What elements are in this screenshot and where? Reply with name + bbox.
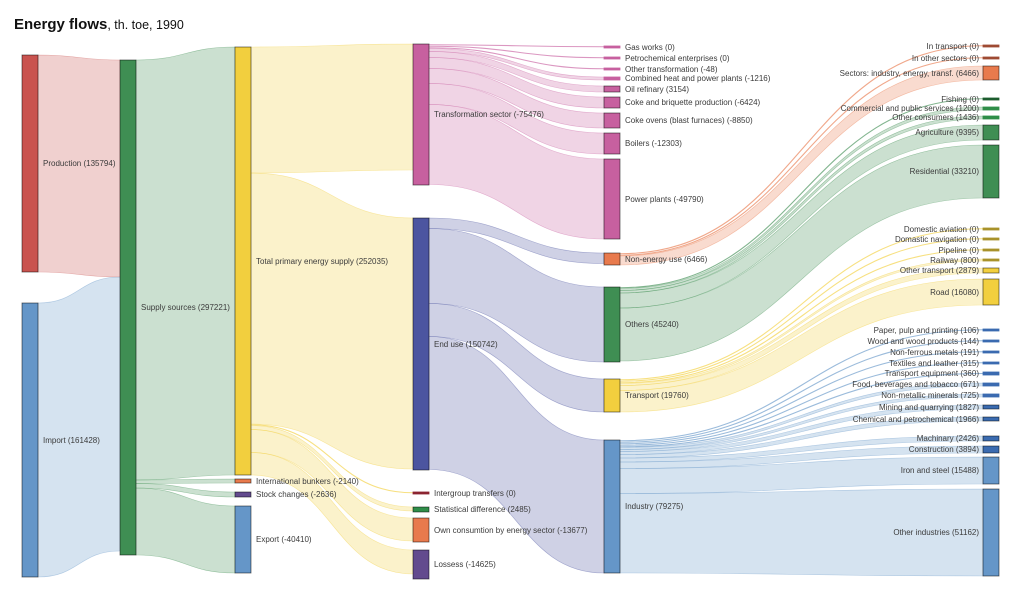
page-title: Energy flows, th. toe, 1990: [14, 16, 184, 34]
node-boilers: [603, 132, 621, 155]
node-othertransport: [982, 267, 1000, 274]
node-residential: [982, 144, 1000, 199]
flow-tpes-to-lossess: [250, 452, 414, 575]
flow-industry-to-wood: [619, 340, 984, 443]
flow-tpes-to-enduse: [250, 172, 414, 470]
flow-supply-to-tpes: [135, 46, 236, 481]
node-nonmetallic: [982, 393, 1000, 398]
flow-transport-to-pipeline: [619, 249, 984, 384]
flow-transformation-to-gasworks: [428, 44, 605, 48]
flow-tpes-to-intergroup: [250, 424, 414, 494]
node-supply: [119, 59, 137, 556]
node-wood: [982, 339, 1000, 343]
flow-transformation-to-petrochem: [428, 45, 605, 59]
node-textiles: [982, 361, 1000, 365]
node-fishing: [982, 97, 1000, 101]
node-statdiff: [412, 506, 430, 513]
node-paper: [982, 328, 1000, 332]
node-inothersectors: [982, 56, 1000, 60]
node-oilref: [603, 85, 621, 93]
node-export: [234, 505, 252, 574]
node-otherindustries: [982, 488, 1000, 577]
node-transporteq: [982, 371, 1000, 376]
node-import: [21, 302, 39, 578]
flow-others-to-fishing: [619, 98, 984, 289]
node-others: [603, 286, 621, 363]
node-intransport: [982, 44, 1000, 48]
flow-industry-to-paper: [619, 329, 984, 442]
flow-industry-to-nonferrous: [619, 351, 984, 445]
node-food: [982, 382, 1000, 387]
node-agriculture: [982, 124, 1000, 141]
node-lossess: [412, 549, 430, 580]
flow-supply-to-export: [135, 487, 236, 574]
node-railway: [982, 258, 1000, 262]
node-commercial: [982, 106, 1000, 111]
node-mining: [982, 404, 1000, 410]
node-gasworks: [603, 45, 621, 49]
node-otherconsumers: [982, 115, 1000, 120]
node-domaviation: [982, 227, 1000, 231]
node-chemical: [982, 416, 1000, 422]
node-stock: [234, 491, 252, 498]
chart-title: Energy flows: [14, 16, 108, 33]
node-enduse: [412, 217, 430, 471]
flow-transport-to-domnavigation: [619, 238, 984, 382]
node-ironsteel: [982, 456, 1000, 485]
flow-transformation-to-othertransf: [428, 47, 605, 70]
flow-industry-to-otherindustries: [619, 488, 984, 577]
flow-nonenergy-to-inothersectors: [619, 57, 984, 256]
node-nonenergy: [603, 252, 621, 266]
node-road: [982, 278, 1000, 306]
flow-tpes-to-transformation: [250, 43, 414, 174]
chart-subtitle: , th. toe, 1990: [107, 18, 184, 32]
node-petrochem: [603, 56, 621, 60]
flow-industry-to-transporteq: [619, 372, 984, 448]
flow-nonenergy-to-intransport: [619, 45, 984, 255]
node-production: [21, 54, 39, 273]
node-transport: [603, 378, 621, 413]
node-tpes: [234, 46, 252, 476]
flow-industry-to-textiles: [619, 362, 984, 446]
node-cokeovens: [603, 112, 621, 129]
node-machinary: [982, 435, 1000, 442]
node-chp: [603, 76, 621, 81]
node-owncons: [412, 517, 430, 543]
flow-import-to-supply: [37, 276, 121, 578]
node-sectors: [982, 65, 1000, 81]
node-domnavigation: [982, 237, 1000, 241]
node-powerplants: [603, 158, 621, 240]
node-industry: [603, 439, 621, 574]
node-othertransf: [603, 67, 621, 71]
flow-production-to-supply: [37, 54, 121, 278]
node-construction: [982, 445, 1000, 454]
flow-supply-to-bunkers: [135, 478, 236, 484]
node-intergroup: [412, 491, 430, 495]
flow-transport-to-domaviation: [619, 228, 984, 381]
node-bunkers: [234, 478, 252, 484]
node-nonferrous: [982, 350, 1000, 354]
node-pipeline: [982, 248, 1000, 252]
node-cokebriq: [603, 96, 621, 109]
node-transformation: [412, 43, 430, 186]
